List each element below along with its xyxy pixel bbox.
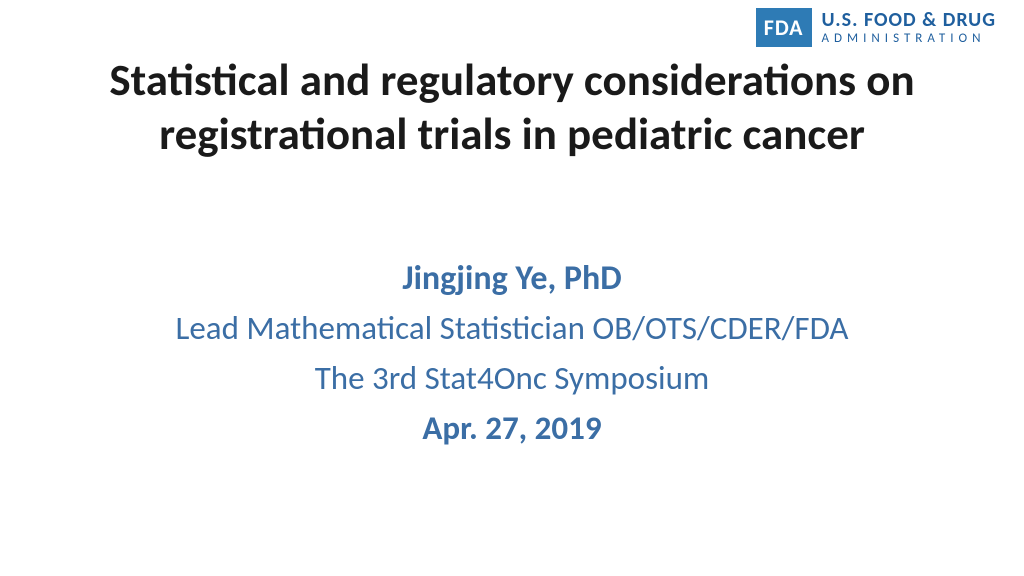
slide-title: Statistical and regulatory consideration… (0, 54, 1024, 162)
fda-logo: FDA U.S. FOOD & DRUG ADMINISTRATION (756, 8, 996, 47)
fda-badge: FDA (756, 8, 812, 47)
fda-text: U.S. FOOD & DRUG ADMINISTRATION (822, 10, 997, 45)
fda-line2: ADMINISTRATION (822, 32, 997, 45)
presentation-date: Apr. 27, 2019 (0, 408, 1024, 448)
author-affiliation: Lead Mathematical Statistician OB/OTS/CD… (0, 308, 1024, 348)
event-name: The 3rd Stat4Onc Symposium (0, 358, 1024, 398)
author-name: Jingjing Ye, PhD (0, 258, 1024, 299)
fda-line1: U.S. FOOD & DRUG (822, 10, 997, 30)
